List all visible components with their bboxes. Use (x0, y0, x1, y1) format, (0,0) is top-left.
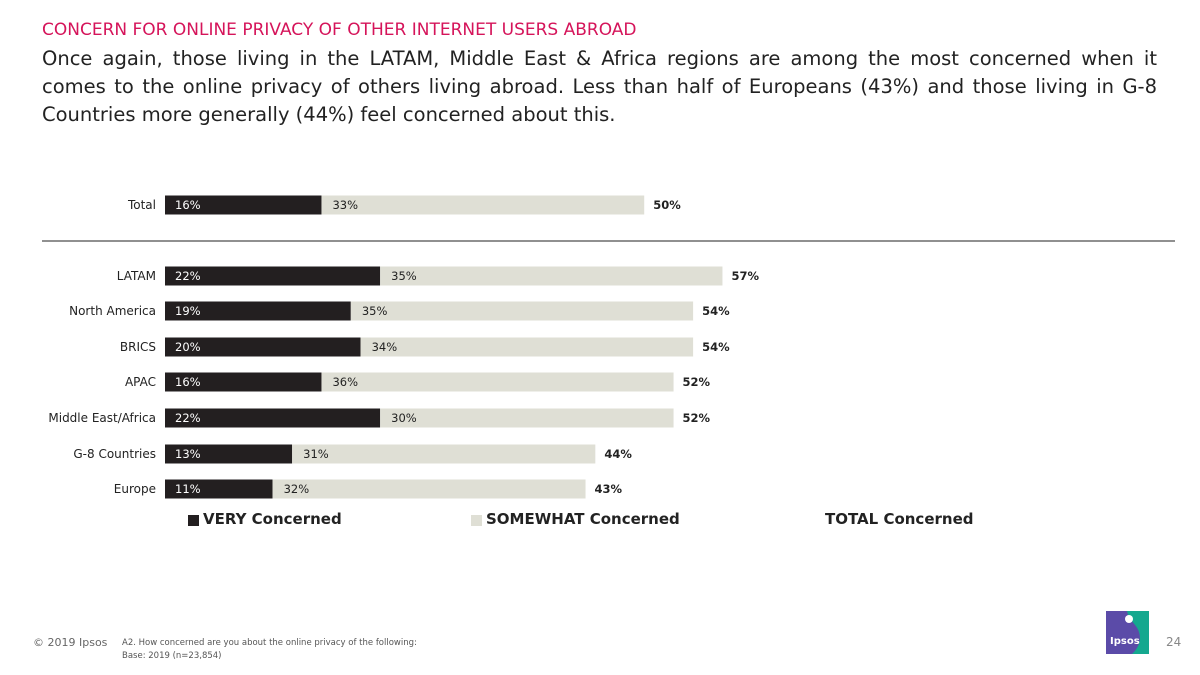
value-very-europe: 11% (175, 482, 201, 496)
value-very-north-america: 19% (175, 304, 201, 318)
page-number: 24 (1166, 635, 1182, 649)
category-label-north-america: North America (69, 304, 156, 318)
bar-very-middle-east-africa (165, 408, 381, 428)
value-total-total: 50% (653, 198, 681, 212)
value-very-g-8-countries: 13% (175, 447, 201, 461)
legend-total: TOTAL Concerned (825, 510, 973, 528)
legend-total-label: TOTAL Concerned (825, 510, 974, 528)
bar-very-g-8-countries (165, 444, 293, 464)
bar-somewhat-brics (360, 337, 694, 357)
value-very-middle-east-africa: 22% (175, 411, 201, 425)
bar-very-latam (165, 266, 381, 286)
legend-very-swatch (188, 515, 199, 526)
value-very-total: 16% (175, 198, 201, 212)
value-total-europe: 43% (595, 482, 623, 496)
footer-question: A2. How concerned are you about the onli… (122, 638, 417, 648)
category-label-brics: BRICS (120, 340, 156, 354)
slide-lead-text: Once again, those living in the LATAM, M… (42, 47, 1157, 126)
value-total-latam: 57% (731, 269, 759, 283)
value-total-apac: 52% (683, 375, 711, 389)
category-label-middle-east-africa: Middle East/Africa (48, 411, 156, 425)
bar-somewhat-north-america (350, 301, 694, 321)
bar-very-apac (165, 372, 322, 392)
value-somewhat-g-8-countries: 31% (303, 447, 329, 461)
bar-somewhat-apac (321, 372, 674, 392)
value-total-north-america: 54% (702, 304, 730, 318)
value-somewhat-middle-east-africa: 30% (391, 411, 417, 425)
category-label-g-8-countries: G-8 Countries (73, 447, 156, 461)
value-somewhat-latam: 35% (391, 269, 417, 283)
legend-somewhat: SOMEWHAT Concerned (471, 510, 680, 528)
slide-kicker: CONCERN FOR ONLINE PRIVACY OF OTHER INTE… (42, 20, 637, 40)
bar-somewhat-g-8-countries (292, 444, 596, 464)
bar-very-europe (165, 479, 273, 499)
bar-somewhat-total (321, 195, 645, 215)
bars-layer: Total 16% 33% 50% LATAM 22% 35% 57% North Americ… (48, 195, 759, 499)
svg-text:Ipsos: Ipsos (1110, 636, 1140, 647)
category-label-apac: APAC (125, 375, 156, 389)
bar-somewhat-latam (380, 266, 723, 286)
value-somewhat-europe: 32% (284, 482, 310, 496)
value-very-latam: 22% (175, 269, 201, 283)
footer-note: A2. How concerned are you about the onli… (122, 637, 417, 663)
value-somewhat-total: 33% (332, 198, 358, 212)
bar-somewhat-middle-east-africa (380, 408, 674, 428)
value-somewhat-brics: 34% (372, 340, 398, 354)
footer-base: Base: 2019 (n=23,854) (122, 651, 222, 661)
value-very-brics: 20% (175, 340, 201, 354)
footer-copyright: © 2019 Ipsos (33, 636, 108, 649)
bar-very-total (165, 195, 322, 215)
category-label-total: Total (127, 198, 156, 212)
category-label-europe: Europe (114, 482, 156, 496)
legend-somewhat-swatch (471, 515, 482, 526)
value-total-g-8-countries: 44% (604, 447, 632, 461)
value-total-brics: 54% (702, 340, 730, 354)
legend-somewhat-label: SOMEWHAT Concerned (486, 510, 680, 528)
ipsos-logo: Ipsos (1106, 611, 1149, 654)
legend-very-label: VERY Concerned (203, 510, 342, 528)
value-very-apac: 16% (175, 375, 201, 389)
value-somewhat-apac: 36% (332, 375, 358, 389)
legend-very: VERY Concerned (188, 510, 342, 528)
value-total-middle-east-africa: 52% (683, 411, 711, 425)
bar-somewhat-europe (272, 479, 586, 499)
bar-very-brics (165, 337, 361, 357)
stacked-bar-chart: Total 16% 33% 50% LATAM 22% 35% 57% North Americ… (42, 195, 1175, 499)
bar-very-north-america (165, 301, 351, 321)
value-somewhat-north-america: 35% (362, 304, 388, 318)
category-label-latam: LATAM (117, 269, 156, 283)
